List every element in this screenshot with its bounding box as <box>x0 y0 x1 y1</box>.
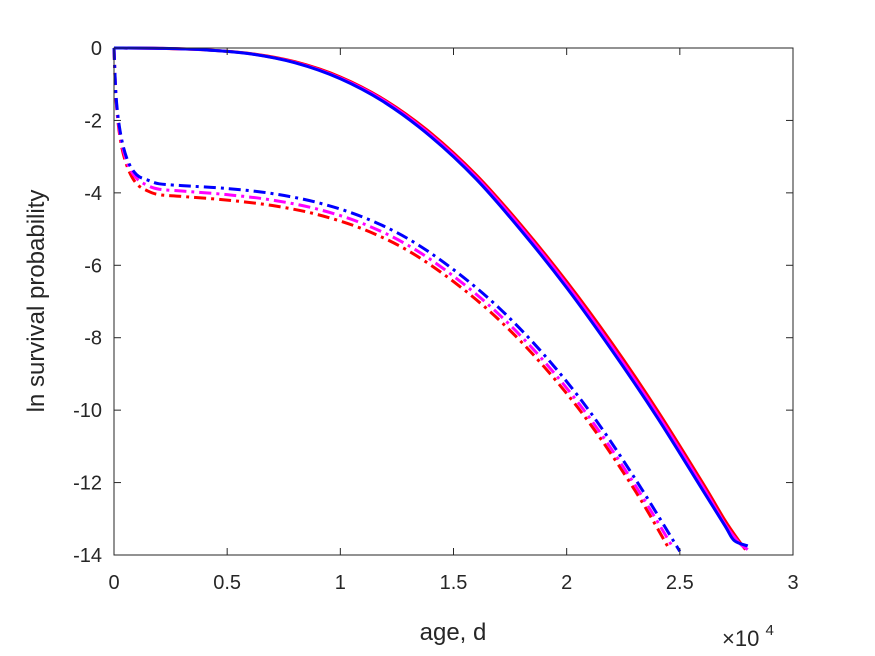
x-axis-ticks: 0 0.5 1 1.5 2 2.5 3 <box>108 48 799 594</box>
x-tick-label: 0.5 <box>213 572 241 594</box>
y-tick-label: -14 <box>73 545 102 567</box>
x-exponent-label: ×10 4 <box>722 622 774 651</box>
series-line-6-dashdot <box>112 47 682 553</box>
x-tick-label: 0 <box>108 572 119 594</box>
y-axis-label: ln survival probability <box>23 190 50 413</box>
series-line-5-dashdot <box>112 47 675 549</box>
svg-text:×10 4: ×10 4 <box>722 622 774 651</box>
series-line-4-dashdot <box>112 47 670 549</box>
x-tick-label: 1 <box>335 572 346 594</box>
y-tick-label: -6 <box>84 255 102 277</box>
x-tick-label: 2.5 <box>666 572 694 594</box>
series-line-3-solid <box>113 46 749 548</box>
y-tick-label: -4 <box>84 183 102 205</box>
x-axis-label: age, d <box>420 619 487 646</box>
y-tick-label: -10 <box>73 400 102 422</box>
x-tick-label: 1.5 <box>440 572 468 594</box>
y-tick-label: -2 <box>84 110 102 132</box>
x-tick-label: 3 <box>787 572 798 594</box>
x-exponent-base: ×10 <box>722 626 759 651</box>
y-tick-label: -8 <box>84 328 102 350</box>
x-exponent-power: 4 <box>765 622 773 639</box>
x-tick-label: 2 <box>561 572 572 594</box>
y-tick-label: 0 <box>91 38 102 60</box>
y-tick-label: -12 <box>73 473 102 495</box>
plot-series <box>112 46 749 553</box>
y-axis-ticks: 0 -2 -4 -6 -8 -10 -12 -14 <box>73 38 793 567</box>
